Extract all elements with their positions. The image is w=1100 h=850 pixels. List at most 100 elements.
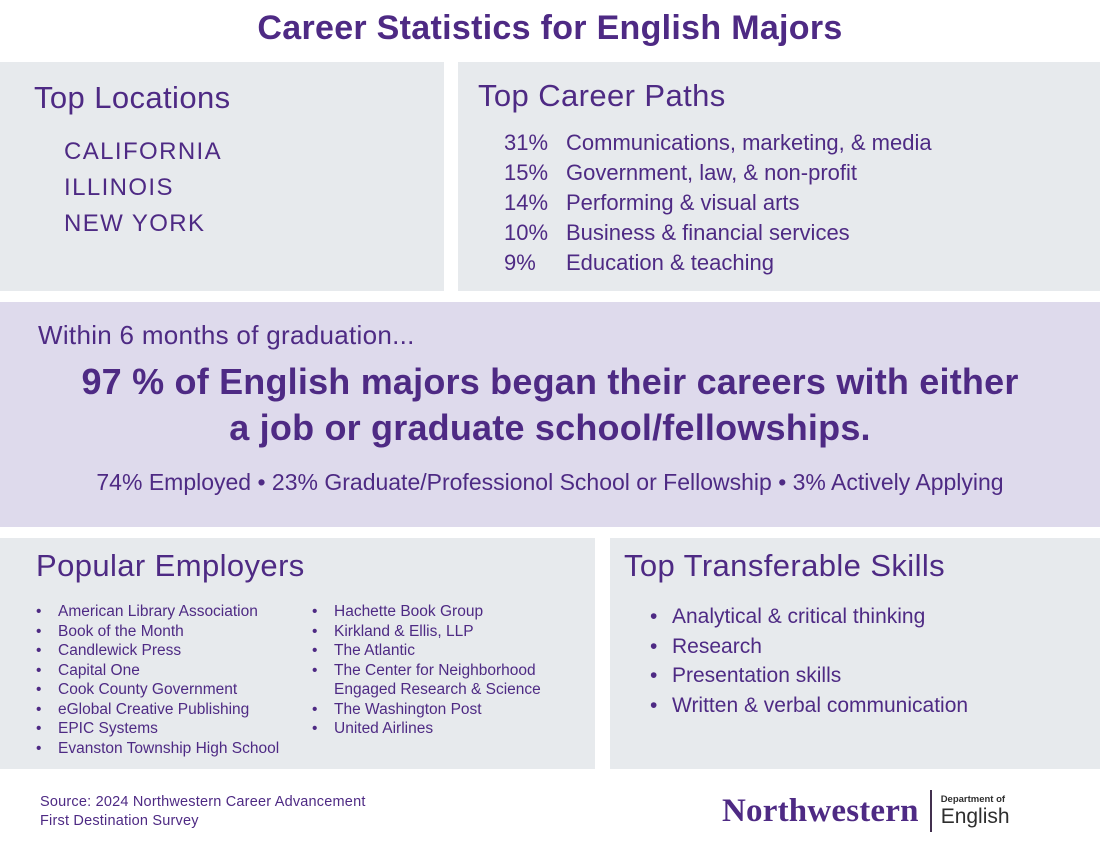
bullet-icon [312, 700, 334, 720]
band-intro-text: Within 6 months of graduation... [38, 320, 415, 350]
employer-item: Candlewick Press [36, 641, 302, 661]
employer-item: The Washington Post [312, 700, 570, 720]
bullet-icon [36, 700, 58, 720]
skill-item: Research [650, 632, 968, 662]
employer-item: Evanston Township High School [36, 739, 302, 759]
career-path-percent: 10% [504, 220, 549, 245]
employer-item: American Library Association [36, 602, 302, 622]
bullet-icon [36, 719, 58, 739]
employer-item: Book of the Month [36, 622, 302, 642]
career-paths-list: 31% Communications, marketing, & media 1… [504, 128, 932, 278]
employer-item: Kirkland & Ellis, LLP [312, 622, 570, 642]
northwestern-logo: Northwestern Department of English [722, 787, 1010, 835]
employer-item: Capital One [36, 661, 302, 681]
employer-item: Hachette Book Group [312, 602, 570, 622]
employer-item: The Atlantic [312, 641, 570, 661]
bullet-icon [36, 739, 58, 759]
skill-item: Analytical & critical thinking [650, 602, 968, 632]
source-text: Source: 2024 Northwestern Career Advance… [40, 793, 366, 831]
bullet-icon [650, 632, 672, 662]
bullet-icon [36, 622, 58, 642]
location-item: NEW YORK [64, 210, 206, 237]
employer-name: Candlewick Press [58, 642, 182, 659]
employer-item: EPIC Systems [36, 719, 302, 739]
top-locations-heading: Top Locations [34, 80, 231, 115]
top-locations-list: CALIFORNIA ILLINOIS NEW YORK [64, 134, 222, 242]
logo-divider [929, 790, 932, 832]
employer-name: Evanston Township High School [58, 739, 280, 757]
band-headline: 97 % of English majors began their caree… [0, 359, 1100, 451]
career-path-label: Communications, marketing, & media [566, 130, 932, 155]
band-headline-line2: a job or graduate school/fellowships. [229, 407, 871, 448]
bullet-icon [36, 602, 58, 622]
employer-name: EPIC Systems [58, 720, 158, 737]
bullet-icon [36, 661, 58, 681]
employer-name: The Center for Neighborhood Engaged Rese… [334, 661, 541, 699]
department-name: English [940, 805, 1010, 828]
employer-item: The Center for Neighborhood Engaged Rese… [312, 661, 570, 700]
bullet-icon [36, 680, 58, 700]
employer-name: The Washington Post [334, 700, 482, 718]
employer-item: Cook County Government [36, 680, 302, 700]
graduation-stat-band: Within 6 months of graduation... 97 % of… [0, 302, 1100, 527]
career-path-row: 15% Government, law, & non-profit [504, 158, 932, 188]
employer-name: The Atlantic [334, 642, 415, 659]
employer-name: American Library Association [58, 603, 258, 620]
employer-name: Hachette Book Group [334, 603, 484, 620]
bullet-icon [650, 691, 672, 721]
employer-name: eGlobal Creative Publishing [58, 700, 250, 718]
bullet-icon [312, 622, 334, 642]
bullet-icon [312, 602, 334, 622]
career-path-label: Education & teaching [566, 250, 774, 275]
career-path-percent: 14% [504, 190, 549, 215]
bullet-icon [312, 641, 334, 661]
employer-item: United Airlines [312, 719, 570, 739]
band-breakdown-text: 74% Employed • 23% Graduate/Professionol… [96, 469, 1004, 495]
employers-column-2: Hachette Book Group Kirkland & Ellis, LL… [312, 602, 570, 739]
location-item: ILLINOIS [64, 174, 174, 201]
career-path-row: 10% Business & financial services [504, 218, 932, 248]
transferable-skills-section: Top Transferable Skills Analytical & cri… [610, 538, 1100, 769]
location-item: CALIFORNIA [64, 138, 223, 165]
career-paths-section: Top Career Paths 31% Communications, mar… [458, 62, 1100, 291]
career-path-label: Business & financial services [566, 220, 850, 245]
career-path-percent: 9% [504, 250, 536, 275]
career-path-label: Government, law, & non-profit [566, 160, 858, 185]
skill-name: Presentation skills [672, 664, 842, 687]
skill-item: Written & verbal communication [650, 691, 968, 721]
employer-name: Book of the Month [58, 622, 184, 640]
bullet-icon [312, 719, 334, 739]
skill-item: Presentation skills [650, 661, 968, 691]
bullet-icon [650, 602, 672, 632]
bullet-icon [36, 641, 58, 661]
band-headline-line1: 97 % of English majors began their caree… [81, 361, 1019, 402]
logo-department-block: Department of English [941, 794, 1010, 828]
department-of-label: Department of [940, 794, 1006, 805]
career-path-row: 31% Communications, marketing, & media [504, 128, 932, 158]
employer-name: Capital One [58, 661, 140, 679]
skill-name: Written & verbal communication [672, 693, 969, 717]
bullet-icon [312, 661, 334, 700]
source-line1: Source: 2024 Northwestern Career Advance… [40, 794, 366, 810]
career-path-label: Performing & visual arts [566, 190, 800, 215]
employers-column-1: American Library Association Book of the… [36, 602, 302, 758]
career-path-percent: 15% [504, 160, 549, 185]
employer-item: eGlobal Creative Publishing [36, 700, 302, 720]
skill-name: Research [672, 634, 762, 658]
popular-employers-section: Popular Employers American Library Assoc… [0, 538, 595, 769]
employer-name: United Airlines [334, 720, 434, 737]
career-paths-heading: Top Career Paths [478, 78, 726, 113]
skill-name: Analytical & critical thinking [672, 605, 926, 628]
page-title: Career Statistics for English Majors [257, 9, 843, 47]
popular-employers-heading: Popular Employers [36, 548, 305, 583]
bullet-icon [650, 661, 672, 691]
career-path-row: 9% Education & teaching [504, 248, 932, 278]
skills-list: Analytical & critical thinking Research … [650, 602, 968, 720]
employer-name: Cook County Government [58, 681, 238, 698]
top-locations-section: Top Locations CALIFORNIA ILLINOIS NEW YORK [0, 62, 444, 291]
transferable-skills-heading: Top Transferable Skills [624, 548, 946, 583]
career-path-percent: 31% [504, 130, 549, 155]
source-line2: First Destination Survey [40, 813, 199, 829]
northwestern-wordmark: Northwestern [722, 792, 919, 829]
